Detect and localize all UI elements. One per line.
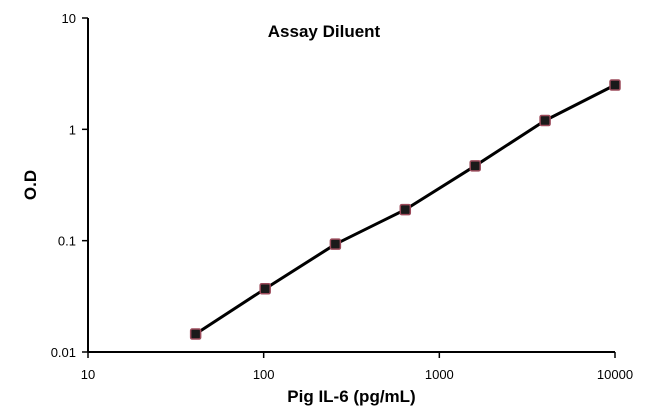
x-tick-label: 10000 bbox=[597, 367, 633, 382]
data-point bbox=[539, 114, 551, 127]
axes bbox=[87, 18, 615, 353]
x-tick-label: 1000 bbox=[425, 367, 454, 382]
data-point bbox=[259, 282, 271, 295]
y-axis-title: O.D bbox=[21, 170, 40, 200]
ticks: 0.01 0.1 1 10 10 100 1000 10000 bbox=[51, 11, 633, 382]
data-point bbox=[399, 203, 412, 216]
data-point bbox=[469, 160, 481, 172]
y-tick-label: 0.1 bbox=[58, 234, 76, 249]
y-tick-label: 10 bbox=[62, 11, 76, 26]
chart-title: Assay Diluent bbox=[268, 22, 381, 41]
x-tick-label: 100 bbox=[253, 367, 275, 382]
data-point bbox=[609, 79, 621, 91]
y-tick-label: 1 bbox=[69, 122, 76, 137]
y-tick-label: 0.01 bbox=[51, 345, 76, 360]
x-tick-label: 10 bbox=[81, 367, 95, 382]
x-axis-title: Pig IL-6 (pg/mL) bbox=[287, 387, 415, 406]
data-point bbox=[189, 328, 202, 340]
data-point bbox=[329, 238, 342, 250]
series-layer bbox=[189, 79, 621, 340]
